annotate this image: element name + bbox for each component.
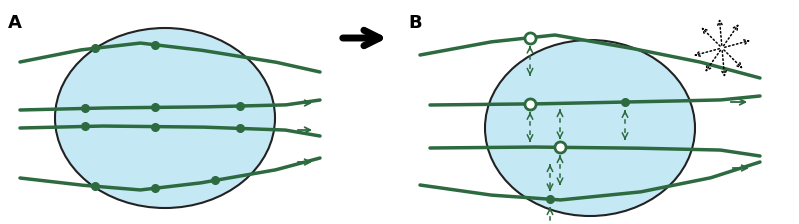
Ellipse shape xyxy=(55,28,275,208)
Text: A: A xyxy=(8,14,22,32)
Text: B: B xyxy=(408,14,422,32)
Ellipse shape xyxy=(485,40,695,216)
